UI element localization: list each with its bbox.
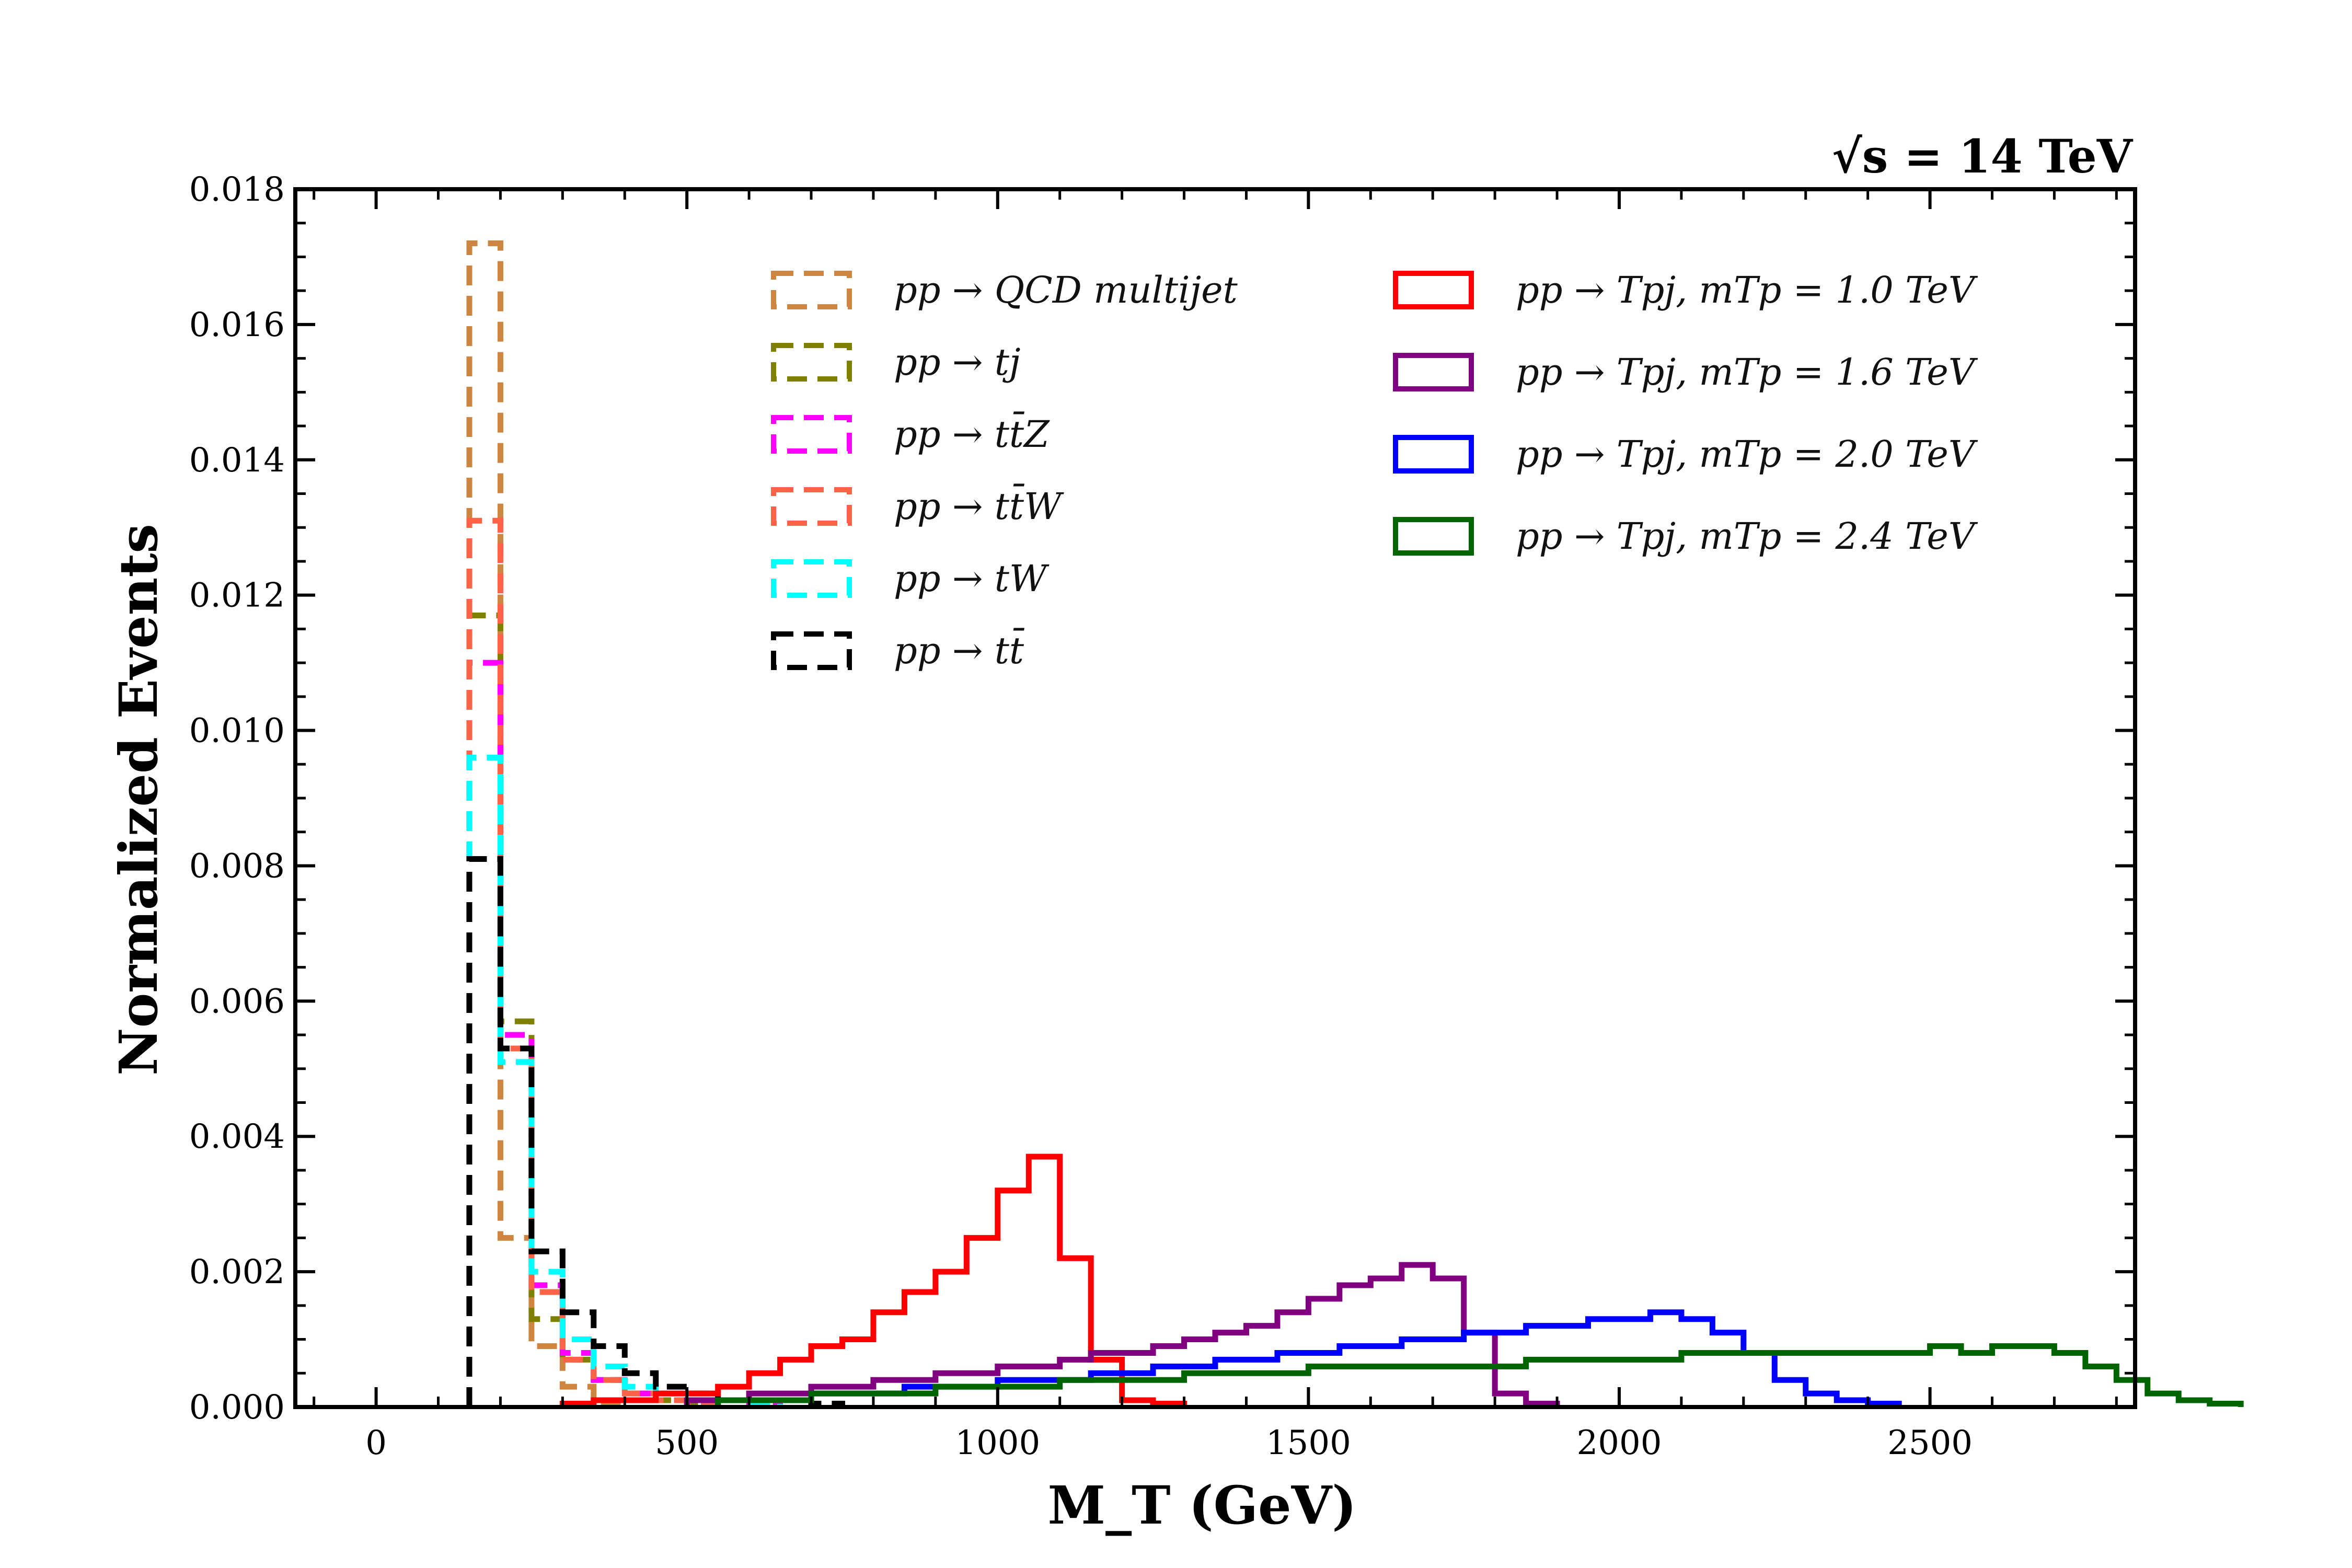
series-line-6-pp-tpj-mtp-1-0-tev: [559, 1154, 1187, 1407]
x-axis-title: M_T (GeV): [1047, 1474, 1356, 1536]
legend-left-label-2: pp → tt̄Z: [894, 411, 1050, 456]
y-tick-label: 0.014: [189, 441, 285, 480]
x-tick-label: 1500: [1266, 1424, 1351, 1462]
legend-right-label-3: pp → Tpj, mTp = 2.4 TeV: [1516, 515, 1978, 558]
energy-annotation: √s = 14 TeV: [1832, 129, 2134, 183]
series-line-0-pp-qcd-multijet: [466, 240, 628, 1407]
legend-right-label-2: pp → Tpj, mTp = 2.0 TeV: [1516, 433, 1978, 476]
y-tick-label: 0.016: [189, 306, 285, 344]
series-line-9-pp-tpj-mtp-2-4-tev: [715, 1343, 2244, 1407]
legend-left-swatch-3: [771, 487, 852, 526]
x-tick-label: 2500: [1887, 1424, 1973, 1462]
axis-layer: 0 500 1000 1500 2000 2500 0.000 0.002 0.004 0.006…: [189, 170, 2137, 1462]
legend-left-swatch-0: [771, 271, 852, 309]
y-tick-label: 0.006: [189, 982, 285, 1021]
legend-layer: pp → QCD multijet pp → tj pp → tt̄Z pp → tt…: [771, 269, 1978, 672]
y-tick-label: 0.010: [189, 712, 285, 751]
legend-right-swatch-2: [1393, 435, 1474, 474]
legend-left-label-5: pp → tt̄: [894, 628, 1025, 672]
legend-left-swatch-2: [771, 415, 852, 454]
legend-left-label-1: pp → tj: [894, 341, 1021, 384]
legend-left-label-3: pp → tt̄W: [894, 483, 1064, 528]
y-tick-label: 0.018: [189, 170, 285, 209]
legend-left-swatch-5: [771, 631, 852, 670]
y-tick-label: 0.004: [189, 1117, 285, 1156]
series-line-2-pp-tt-z: [466, 660, 783, 1407]
legend-right-swatch-1: [1393, 353, 1474, 391]
y-tick-label: 0.008: [189, 847, 285, 885]
x-tick-label: 0: [365, 1424, 387, 1462]
legend-right-swatch-3: [1393, 517, 1474, 556]
legend-left-label-4: pp → tW: [894, 557, 1050, 600]
y-tick-label: 0.012: [189, 577, 285, 615]
legend-left-swatch-4: [771, 559, 852, 598]
y-tick-label: 0.000: [189, 1388, 285, 1427]
y-axis-title: Normalized Events: [108, 524, 169, 1076]
legend-right-label-0: pp → Tpj, mTp = 1.0 TeV: [1516, 269, 1978, 312]
x-tick-label: 2000: [1577, 1424, 1662, 1462]
x-tick-label: 500: [655, 1424, 719, 1462]
series-line-7-pp-tpj-mtp-1-6-tev: [684, 1262, 1560, 1407]
legend-left-label-0: pp → QCD multijet: [894, 269, 1238, 312]
legend-left-swatch-1: [771, 343, 852, 382]
legend-right-swatch-0: [1393, 271, 1474, 309]
y-tick-label: 0.002: [189, 1253, 285, 1292]
x-tick-label: 1000: [955, 1424, 1040, 1462]
legend-right-label-1: pp → Tpj, mTp = 1.6 TeV: [1516, 351, 1978, 394]
